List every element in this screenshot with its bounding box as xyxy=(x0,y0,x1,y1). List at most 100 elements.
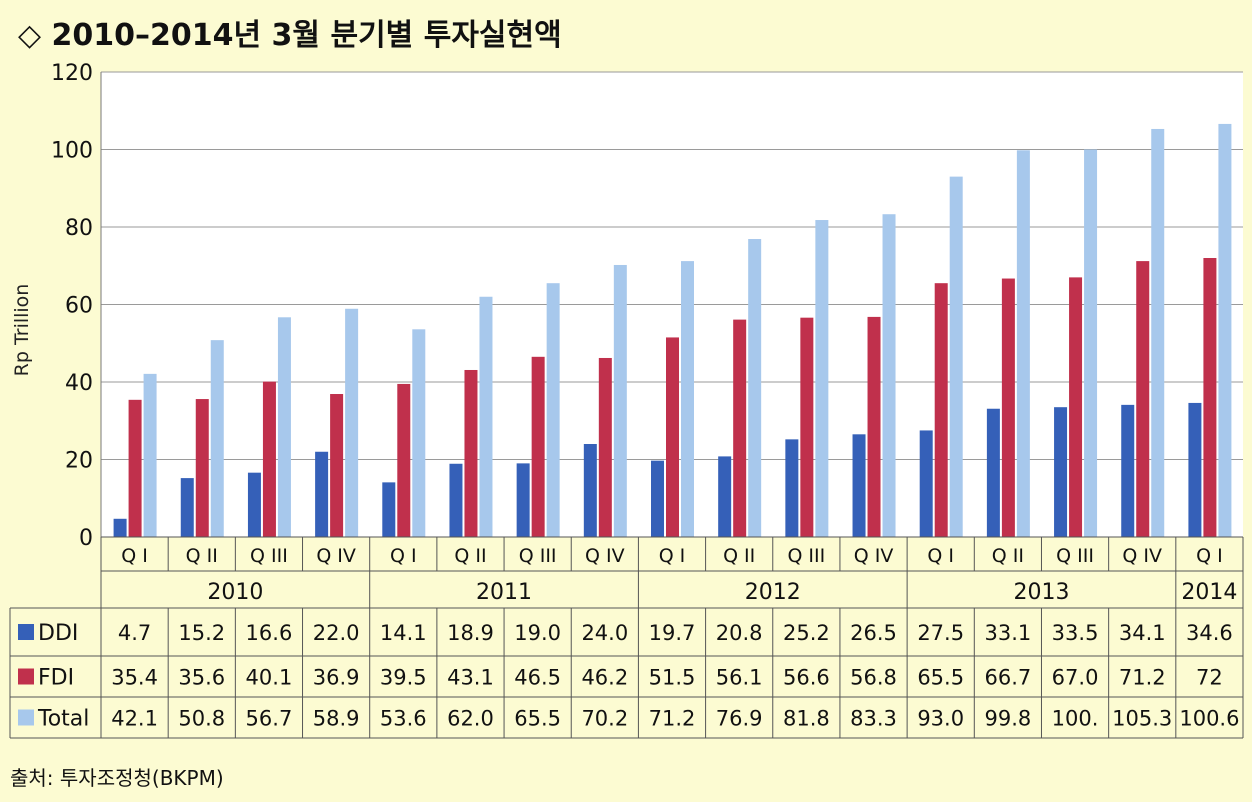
bar-total xyxy=(748,239,762,537)
x-tick-label: Q IV xyxy=(1122,545,1162,567)
bar-total xyxy=(210,340,224,537)
x-tick-label: Q II xyxy=(723,545,755,567)
data-label-total: 76.9 xyxy=(716,707,763,731)
data-label-fdi: 56.1 xyxy=(716,666,763,690)
bar-total xyxy=(479,296,493,537)
data-label-total: 50.8 xyxy=(178,707,225,731)
data-label-ddi: 34.1 xyxy=(1119,621,1166,645)
x-tick-label: Q II xyxy=(454,545,486,567)
bar-ddi xyxy=(1121,404,1135,537)
x-tick-label: Q IV xyxy=(854,545,894,567)
data-label-total: 53.6 xyxy=(380,707,427,731)
bar-total xyxy=(1016,150,1030,537)
bar-total xyxy=(815,220,829,537)
data-label-ddi: 34.6 xyxy=(1186,621,1233,645)
data-label-fdi: 40.1 xyxy=(246,666,293,690)
bar-ddi xyxy=(852,434,866,537)
data-label-ddi: 4.7 xyxy=(118,621,151,645)
bar-ddi xyxy=(583,444,597,537)
y-tick-label: 80 xyxy=(65,216,93,241)
x-tick-label: Q I xyxy=(927,545,954,567)
bar-total xyxy=(1151,128,1165,537)
bar-fdi xyxy=(330,394,344,537)
data-label-ddi: 24.0 xyxy=(581,621,628,645)
legend-swatch-total xyxy=(18,709,34,726)
bar-fdi xyxy=(1001,278,1015,537)
bar-fdi xyxy=(1069,277,1083,537)
legend-label-fdi: FDI xyxy=(38,666,74,691)
data-label-total: 56.7 xyxy=(246,707,293,731)
source-note: 출처: 투자조정청(BKPM) xyxy=(10,766,224,790)
bar-ddi xyxy=(113,518,127,537)
data-label-fdi: 46.5 xyxy=(514,666,561,690)
legend-swatch-fdi xyxy=(18,668,34,685)
data-label-ddi: 19.0 xyxy=(514,621,561,645)
data-label-ddi: 19.7 xyxy=(649,621,696,645)
bar-fdi xyxy=(397,383,411,537)
data-label-ddi: 33.5 xyxy=(1052,621,1099,645)
data-label-total: 42.1 xyxy=(111,707,158,731)
bar-fdi xyxy=(733,319,747,537)
data-label-fdi: 56.8 xyxy=(850,666,897,690)
legend-label-total: Total xyxy=(37,707,89,732)
data-label-total: 100.6 xyxy=(1179,707,1239,731)
bar-total xyxy=(613,264,627,537)
legend-swatch-ddi xyxy=(18,624,34,640)
data-label-ddi: 33.1 xyxy=(984,621,1031,645)
bar-fdi xyxy=(1203,258,1217,537)
bar-ddi xyxy=(315,451,329,537)
x-tick-label: Q III xyxy=(1056,545,1094,567)
data-label-total: 100. xyxy=(1052,707,1099,731)
bar-total xyxy=(882,214,896,537)
bar-ddi xyxy=(919,430,933,537)
data-label-total: 58.9 xyxy=(313,707,360,731)
data-label-fdi: 65.5 xyxy=(917,666,964,690)
bar-fdi xyxy=(1136,261,1150,537)
year-label: 2012 xyxy=(745,580,801,605)
y-tick-label: 100 xyxy=(51,139,93,164)
bar-fdi xyxy=(598,357,612,537)
bar-fdi xyxy=(128,399,142,537)
data-label-total: 62.0 xyxy=(447,707,494,731)
y-tick-label: 120 xyxy=(51,61,93,86)
x-tick-label: Q II xyxy=(186,545,218,567)
data-label-total: 81.8 xyxy=(783,707,830,731)
data-label-total: 71.2 xyxy=(649,707,696,731)
data-label-fdi: 36.9 xyxy=(313,666,360,690)
bar-ddi xyxy=(986,408,1000,537)
data-label-fdi: 67.0 xyxy=(1052,666,1099,690)
bar-total xyxy=(1084,149,1098,537)
data-label-ddi: 18.9 xyxy=(447,621,494,645)
bar-total xyxy=(681,261,694,537)
y-tick-label: 20 xyxy=(65,449,93,474)
data-label-fdi: 35.4 xyxy=(111,666,158,690)
data-label-ddi: 22.0 xyxy=(313,621,360,645)
data-label-total: 105.3 xyxy=(1112,707,1172,731)
data-label-ddi: 14.1 xyxy=(380,621,427,645)
bar-fdi xyxy=(666,337,679,537)
data-label-fdi: 46.2 xyxy=(581,666,628,690)
y-tick-label: 60 xyxy=(65,294,93,319)
bar-fdi xyxy=(531,356,545,537)
x-tick-label: Q III xyxy=(250,545,288,567)
x-tick-label: Q IV xyxy=(585,545,625,567)
bar-total xyxy=(277,317,291,537)
data-label-fdi: 35.6 xyxy=(178,666,225,690)
y-tick-label: 40 xyxy=(65,371,93,396)
data-label-total: 83.3 xyxy=(850,707,897,731)
x-tick-label: Q III xyxy=(519,545,557,567)
bar-ddi xyxy=(516,463,530,537)
bar-total xyxy=(143,373,157,537)
y-tick-label: 0 xyxy=(79,526,93,551)
data-label-fdi: 51.5 xyxy=(649,666,696,690)
bar-total xyxy=(412,329,426,537)
bar-total xyxy=(345,308,359,537)
data-label-fdi: 72 xyxy=(1196,666,1223,690)
data-label-fdi: 66.7 xyxy=(984,666,1031,690)
bar-total xyxy=(1218,123,1232,538)
bar-ddi xyxy=(718,456,732,537)
x-tick-label: Q II xyxy=(992,545,1024,567)
bar-fdi xyxy=(464,369,478,537)
chart-title: ◇ 2010–2014년 3월 분기별 투자실현액 xyxy=(18,18,562,53)
